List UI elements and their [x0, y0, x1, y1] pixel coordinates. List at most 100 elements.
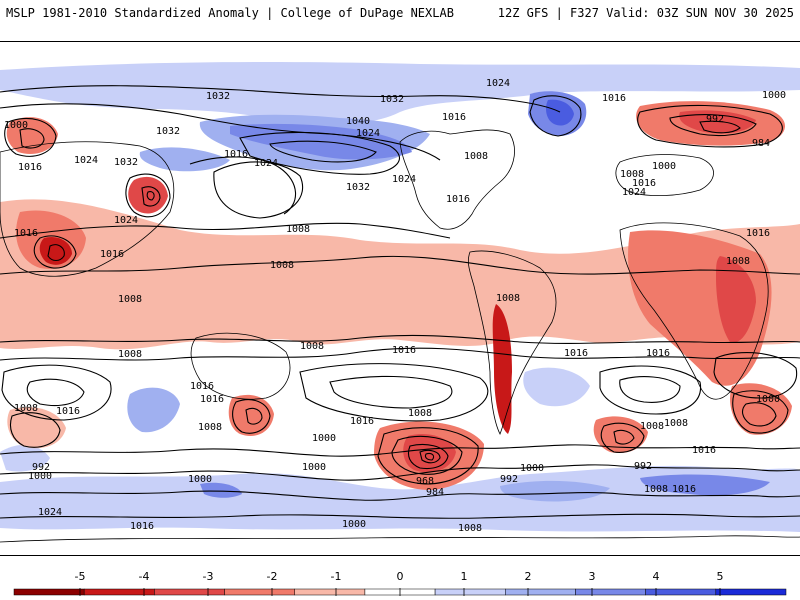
pressure-label: 1016 [350, 416, 374, 427]
pressure-label: 968 [416, 476, 434, 487]
isobar-eurasia-low-inner [669, 114, 757, 137]
coastline-south-america [467, 250, 557, 435]
negative-anomaly-australia-south [228, 394, 274, 436]
positive-anomaly-southpacific [127, 387, 180, 433]
negative-anomaly-westpacific-2 [128, 176, 168, 214]
pressure-label: 1016 [392, 345, 416, 356]
positive-anomaly-southern-core-3 [200, 482, 242, 498]
coastlines [0, 129, 800, 543]
coastline-europe [615, 154, 714, 197]
pressure-label: 1008 [464, 151, 488, 162]
pressure-label: 1000 [312, 433, 336, 444]
mslp-anomaly-map: 1000 1016 1024 1032 1032 1032 1032 1040 … [0, 62, 800, 543]
positive-anomaly-arctic [0, 62, 800, 124]
pressure-label: 1008 [458, 523, 482, 534]
pressure-label: 1000 [762, 90, 786, 101]
colorbar-segment [715, 588, 787, 596]
isobar-alaska-1032-1 [239, 131, 401, 175]
isobar-atl-low-inner [613, 429, 635, 445]
pressure-label: 1032 [156, 126, 180, 137]
pressure-label: 1024 [392, 174, 416, 185]
pressure-label: 1016 [224, 149, 248, 160]
isobar-wind-low [9, 412, 61, 448]
isobar-southern-992 [0, 490, 800, 501]
pressure-label: 1024 [356, 128, 380, 139]
pressure-label: 984 [752, 138, 770, 149]
pressure-label: 1008 [198, 422, 222, 433]
isobar-kamchatka-low [125, 173, 171, 218]
pressure-label: 1016 [190, 381, 214, 392]
pressure-label: 1016 [564, 348, 588, 359]
positive-anomaly-southatlantic [523, 367, 590, 407]
isobar-greenland [529, 95, 582, 137]
colorbar-tick-label: 4 [653, 570, 660, 583]
isobar-tropics-1016 [0, 222, 451, 239]
isobar-ind-low-inner [741, 402, 777, 427]
isobar-arctic-1032 [0, 85, 561, 113]
colorbar-segment [294, 588, 366, 596]
pressure-label: 1016 [18, 162, 42, 173]
negative-anomaly-eurasia-core [679, 110, 756, 134]
isobar-southpac-low-core [424, 452, 435, 461]
negative-anomaly-westindian-low [7, 407, 67, 449]
pressure-label: 1024 [74, 155, 98, 166]
isobar-eurasia-low-core [699, 120, 741, 134]
isobars [0, 85, 800, 519]
isobar-southern-1016 [0, 513, 800, 519]
negative-anomaly-southatlantic-low [593, 416, 648, 454]
isobar-southind-high [713, 352, 798, 399]
pressure-label: 1016 [746, 228, 770, 239]
pressure-label: 1000 [302, 462, 326, 473]
negative-anomaly-tropics [0, 199, 800, 350]
pressure-label: 1008 [726, 256, 750, 267]
anomaly-colorbar: -5 -4 -3 -2 -1 0 1 2 3 4 5 [13, 570, 787, 596]
colorbar-tick-label: 0 [397, 570, 404, 583]
isobar-ind-low [732, 390, 789, 434]
colorbar-segment [224, 588, 295, 596]
coastline-antarctica [0, 535, 800, 543]
pressure-label: 1016 [100, 249, 124, 260]
isobar-southern-1000 [0, 464, 800, 481]
pressure-label: 1024 [486, 78, 510, 89]
isobar-siberia-low [4, 118, 57, 157]
negative-anomaly-southindian-low [730, 383, 792, 435]
isobar-kamchatka-inner [141, 186, 161, 207]
pressure-label: 1000 [188, 474, 212, 485]
map-panel: 1000 1016 1024 1032 1032 1032 1032 1040 … [0, 41, 800, 556]
isobar-subtropic-south-1008 [0, 334, 800, 344]
isobar-alaska-1032-2 [269, 140, 377, 163]
pressure-label: 984 [426, 487, 444, 498]
isobar-kamchatka-core [146, 191, 155, 201]
isobar-aus-low [232, 399, 271, 434]
pressure-label: 1016 [14, 228, 38, 239]
pressure-label: 992 [706, 114, 724, 125]
pressure-label: 1000 [520, 463, 544, 474]
isobar-southatl-high-inner [619, 376, 681, 403]
colorbar-segment [575, 588, 646, 596]
colorbar-tick-label: -2 [267, 570, 278, 583]
isobar-southpac-high-1 [299, 363, 489, 422]
positive-anomaly-southern-core-1 [500, 480, 610, 502]
pressure-label: 1032 [206, 91, 230, 102]
isobar-indian-high-inner [26, 378, 85, 407]
map-title: MSLP 1981-2010 Standardized Anomaly | Co… [6, 6, 454, 20]
isobar-indian-high [1, 364, 112, 421]
pressure-label: 1008 [118, 349, 142, 360]
coastline-north-america [399, 129, 515, 230]
isobar-southpac-low-1 [377, 427, 479, 485]
colorbar-ticks: -5 -4 -3 -2 -1 0 1 2 3 4 5 [75, 570, 724, 596]
colorbar-segment [154, 588, 225, 596]
pressure-label: 1016 [632, 178, 656, 189]
isobar-southatl-high [599, 365, 702, 415]
colorbar-segment [434, 588, 506, 596]
pressure-label: 1000 [342, 519, 366, 530]
pressure-label: 1040 [346, 116, 370, 127]
pressure-label: 1016 [646, 348, 670, 359]
isobar-southpac-high-2 [329, 375, 453, 409]
isobar-atl-low [600, 422, 645, 453]
isobar-tropics-1008 [0, 255, 800, 275]
coastline-asia [0, 141, 174, 277]
pressure-label: 1024 [38, 507, 62, 518]
isobar-india-low [33, 235, 77, 269]
pressure-label: 1032 [114, 157, 138, 168]
